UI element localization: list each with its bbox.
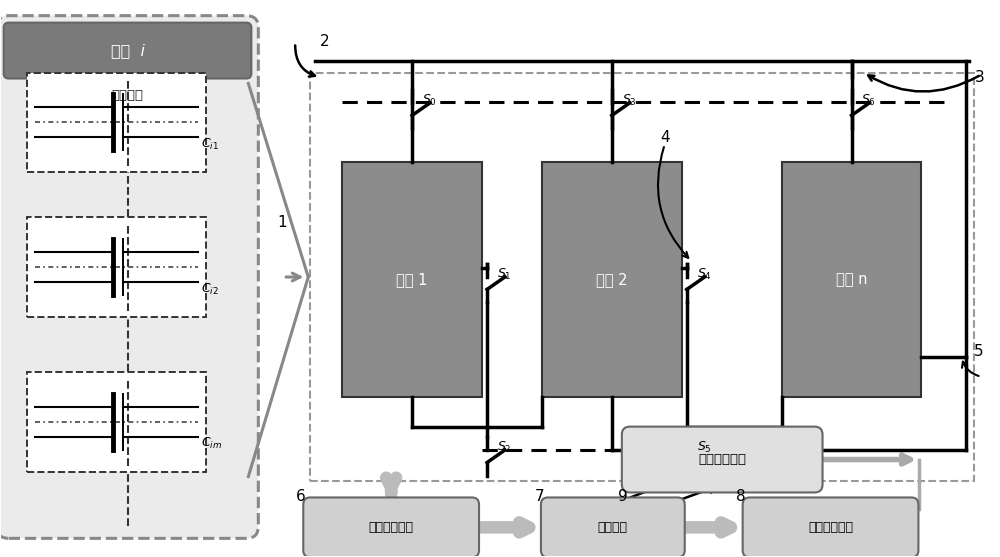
Text: 2: 2	[320, 33, 330, 48]
Text: 1: 1	[277, 214, 287, 229]
Text: 模组  i: 模组 i	[111, 43, 145, 58]
FancyBboxPatch shape	[303, 497, 479, 557]
Text: 模组 1: 模组 1	[396, 272, 428, 287]
Text: 4: 4	[660, 130, 670, 145]
FancyBboxPatch shape	[4, 23, 251, 79]
Text: $C_{i2}$: $C_{i2}$	[201, 281, 219, 296]
Text: 6: 6	[296, 489, 305, 504]
FancyBboxPatch shape	[541, 497, 685, 557]
Bar	[27, 217, 206, 317]
Text: 3: 3	[974, 70, 984, 85]
Bar	[27, 372, 206, 472]
Text: 状态决策模块: 状态决策模块	[808, 521, 853, 534]
Text: 开关信号控制: 开关信号控制	[698, 453, 746, 466]
Text: 5: 5	[974, 344, 984, 359]
Text: $S_2$: $S_2$	[497, 440, 512, 455]
Text: $S_4$: $S_4$	[697, 267, 712, 282]
Text: 通信模块: 通信模块	[598, 521, 628, 534]
Text: 信息采集模块: 信息采集模块	[369, 521, 414, 534]
Text: $C_{i1}$: $C_{i1}$	[201, 137, 219, 152]
Bar	[542, 162, 682, 397]
FancyBboxPatch shape	[622, 427, 823, 492]
Text: 模组 n: 模组 n	[836, 272, 867, 287]
Text: $S_6$: $S_6$	[861, 93, 876, 108]
Text: 电池单元: 电池单元	[112, 89, 144, 102]
Text: $S_0$: $S_0$	[422, 93, 437, 108]
Text: 8: 8	[736, 489, 746, 504]
Text: $S_5$: $S_5$	[697, 440, 711, 455]
FancyBboxPatch shape	[743, 497, 918, 557]
Text: 9: 9	[618, 489, 628, 504]
Bar	[27, 72, 206, 172]
Bar	[782, 162, 921, 397]
Bar	[310, 72, 974, 481]
FancyBboxPatch shape	[0, 16, 258, 539]
Text: $S_3$: $S_3$	[622, 93, 637, 108]
Text: $S_1$: $S_1$	[497, 267, 512, 282]
Text: $C_{im}$: $C_{im}$	[201, 436, 222, 451]
Text: 模组 2: 模组 2	[596, 272, 628, 287]
Bar	[342, 162, 482, 397]
Text: 7: 7	[534, 489, 544, 504]
